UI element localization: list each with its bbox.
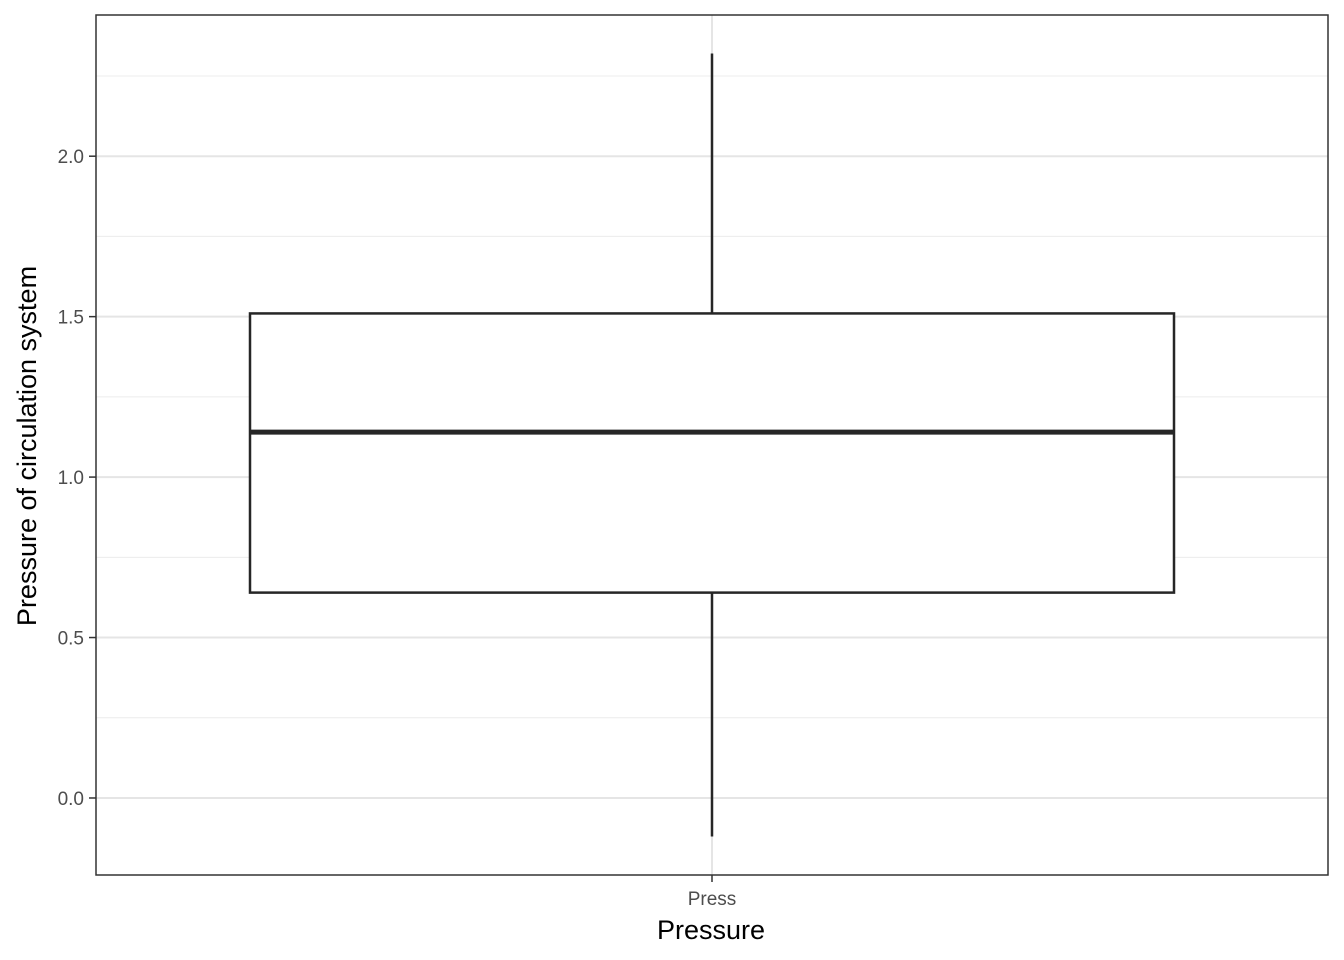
iqr-box [248,312,1176,594]
boxplot-marks [248,53,1176,837]
y-tick-label: 1.0 [58,468,84,489]
y-tick-label: 2.0 [58,147,84,168]
y-tick-label: 1.5 [58,308,84,329]
y-tick-label: 0.0 [58,789,84,810]
y-tick-label: 0.5 [58,629,84,650]
x-tick-label: Press [688,889,737,910]
y-axis-title: Pressure of circulation system [12,266,42,626]
y-axis-ticks: 0.0 0.5 1.0 1.5 2.0 [58,147,96,810]
x-axis-ticks: Press [688,875,737,910]
x-axis-title: Pressure [657,915,765,945]
